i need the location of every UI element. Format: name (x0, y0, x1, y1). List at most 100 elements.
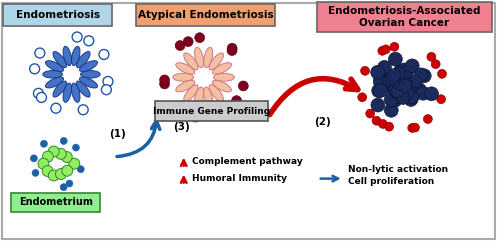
Circle shape (194, 33, 204, 43)
Circle shape (382, 45, 390, 54)
Text: Endometrium: Endometrium (18, 197, 92, 207)
Circle shape (42, 166, 53, 176)
Circle shape (373, 75, 387, 88)
Ellipse shape (194, 87, 203, 107)
Circle shape (62, 151, 72, 162)
Circle shape (384, 74, 397, 88)
Ellipse shape (184, 85, 198, 102)
Text: Immune Gene Profiling: Immune Gene Profiling (153, 106, 270, 116)
Circle shape (238, 81, 248, 91)
Circle shape (358, 93, 366, 102)
Circle shape (384, 103, 398, 117)
Circle shape (78, 166, 84, 173)
Circle shape (406, 59, 419, 73)
Text: (3): (3) (174, 122, 190, 132)
Ellipse shape (76, 81, 90, 97)
Circle shape (399, 83, 413, 97)
Text: (1): (1) (109, 129, 126, 139)
Circle shape (30, 64, 40, 74)
Circle shape (72, 144, 80, 151)
Circle shape (84, 36, 94, 46)
Ellipse shape (46, 61, 64, 72)
Circle shape (392, 67, 405, 80)
Circle shape (366, 109, 374, 118)
Circle shape (390, 78, 404, 91)
Circle shape (404, 77, 418, 91)
Circle shape (394, 65, 407, 78)
Circle shape (374, 72, 388, 85)
Circle shape (190, 112, 200, 122)
Ellipse shape (209, 53, 224, 70)
Ellipse shape (214, 73, 234, 81)
Circle shape (389, 84, 403, 98)
Ellipse shape (194, 47, 203, 68)
Circle shape (30, 155, 38, 162)
Circle shape (48, 170, 60, 181)
Ellipse shape (80, 61, 98, 72)
Ellipse shape (204, 47, 212, 68)
Circle shape (62, 165, 72, 176)
Circle shape (69, 158, 80, 169)
Circle shape (388, 93, 402, 107)
FancyBboxPatch shape (155, 101, 268, 121)
Ellipse shape (80, 71, 100, 78)
Circle shape (35, 48, 45, 58)
Ellipse shape (76, 52, 90, 68)
Circle shape (370, 65, 384, 79)
Ellipse shape (72, 46, 80, 66)
Circle shape (427, 52, 436, 61)
FancyBboxPatch shape (3, 4, 112, 26)
Ellipse shape (204, 87, 212, 107)
Text: Cell proliferation: Cell proliferation (348, 177, 434, 186)
Circle shape (396, 81, 410, 95)
Circle shape (424, 114, 432, 123)
Circle shape (56, 148, 66, 159)
Circle shape (178, 105, 188, 115)
Ellipse shape (173, 73, 194, 81)
FancyBboxPatch shape (2, 3, 494, 239)
Circle shape (51, 103, 61, 113)
Ellipse shape (212, 63, 232, 74)
Circle shape (227, 45, 237, 55)
Circle shape (406, 91, 419, 104)
Circle shape (372, 116, 381, 125)
Circle shape (394, 78, 407, 91)
Circle shape (398, 66, 412, 80)
Circle shape (416, 86, 430, 100)
Ellipse shape (53, 52, 66, 68)
Circle shape (34, 88, 43, 98)
Circle shape (431, 60, 440, 68)
Text: Endometriosis: Endometriosis (16, 10, 100, 20)
Circle shape (414, 68, 428, 82)
Circle shape (36, 92, 46, 102)
Circle shape (388, 84, 402, 98)
Ellipse shape (63, 83, 72, 102)
Circle shape (424, 87, 438, 101)
Circle shape (388, 83, 401, 97)
FancyBboxPatch shape (11, 193, 101, 212)
Circle shape (438, 69, 446, 78)
Circle shape (386, 73, 398, 85)
Circle shape (78, 105, 88, 115)
Circle shape (72, 32, 82, 42)
Circle shape (99, 50, 109, 60)
Circle shape (409, 75, 422, 88)
Circle shape (60, 184, 67, 191)
Ellipse shape (184, 53, 198, 70)
Circle shape (399, 77, 412, 90)
Circle shape (40, 140, 48, 147)
Circle shape (227, 43, 237, 53)
Circle shape (408, 123, 416, 132)
Circle shape (102, 85, 112, 95)
Circle shape (412, 83, 426, 97)
Circle shape (398, 63, 411, 77)
Circle shape (404, 92, 418, 106)
Ellipse shape (212, 80, 232, 92)
Text: Complement pathway: Complement pathway (192, 157, 302, 166)
Text: Non-lytic activation: Non-lytic activation (348, 165, 448, 174)
FancyBboxPatch shape (136, 4, 275, 26)
Circle shape (378, 60, 392, 74)
Circle shape (396, 91, 409, 104)
Circle shape (38, 158, 49, 169)
Circle shape (400, 65, 413, 79)
